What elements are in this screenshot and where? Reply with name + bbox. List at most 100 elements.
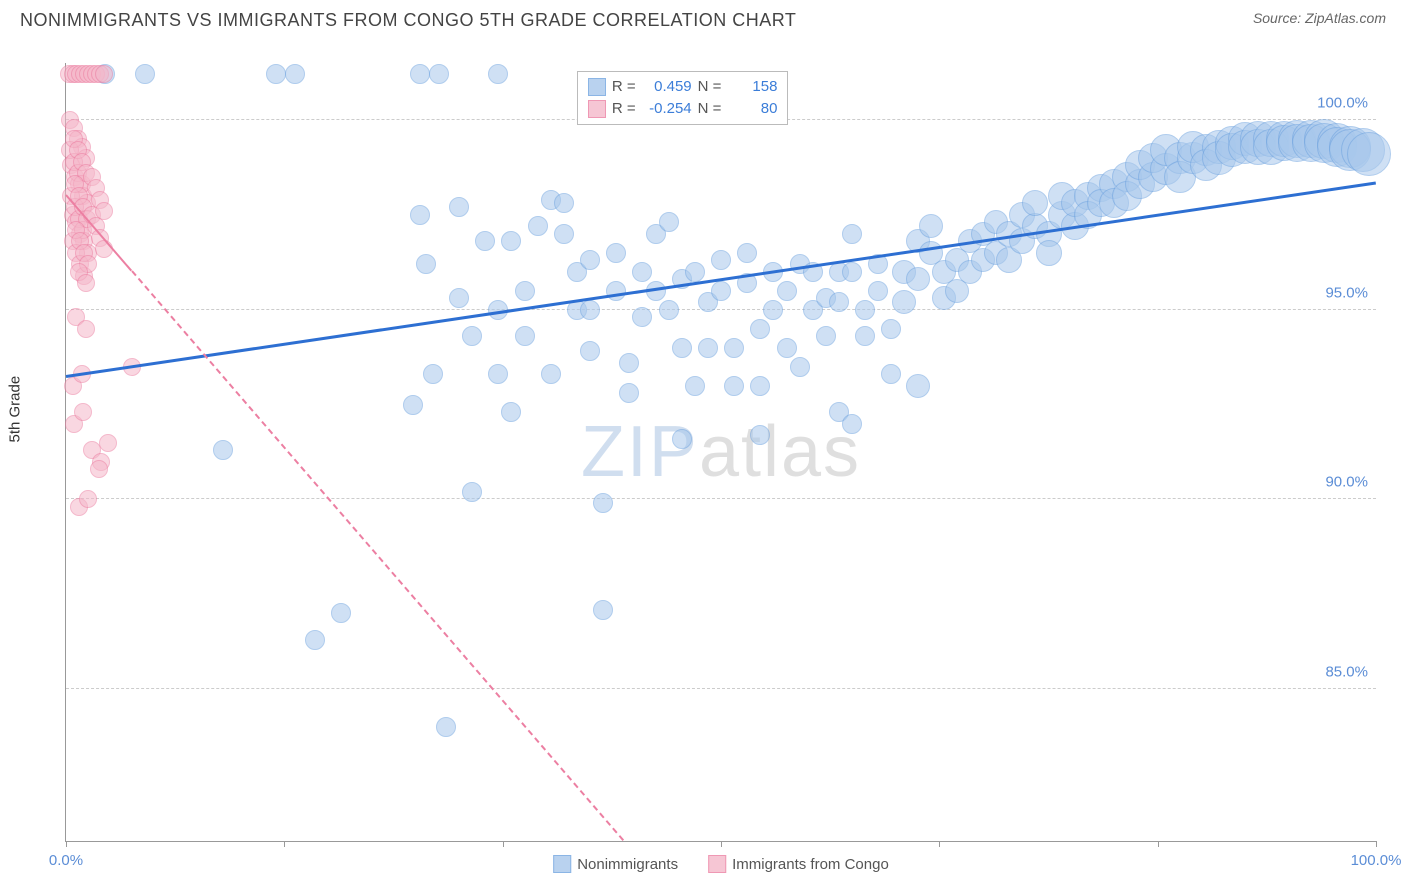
scatter-point xyxy=(488,64,508,84)
watermark: ZIPatlas xyxy=(581,411,861,493)
scatter-point xyxy=(881,319,901,339)
x-tick-mark xyxy=(1158,841,1159,847)
source-value: ZipAtlas.com xyxy=(1305,10,1386,26)
legend-swatch xyxy=(708,855,726,873)
scatter-point xyxy=(77,274,95,292)
scatter-point xyxy=(554,224,574,244)
scatter-point xyxy=(737,243,757,263)
x-tick-mark xyxy=(721,841,722,847)
scatter-point xyxy=(790,357,810,377)
scatter-point xyxy=(266,64,286,84)
scatter-point xyxy=(77,320,95,338)
scatter-point xyxy=(777,338,797,358)
scatter-point xyxy=(462,482,482,502)
scatter-point xyxy=(593,493,613,513)
legend-swatch xyxy=(588,100,606,118)
plot-area: ZIPatlas 85.0%90.0%95.0%100.0%0.0%100.0%… xyxy=(65,63,1376,842)
watermark-atlas: atlas xyxy=(699,412,861,492)
y-tick-label: 85.0% xyxy=(1325,664,1368,681)
scatter-point xyxy=(842,262,862,282)
source-label: Source: xyxy=(1253,10,1305,26)
scatter-point xyxy=(416,254,436,274)
scatter-point xyxy=(724,338,744,358)
scatter-point xyxy=(868,281,888,301)
y-axis-label: 5th Grade xyxy=(7,375,24,442)
scatter-point xyxy=(580,341,600,361)
x-tick-label: 0.0% xyxy=(49,852,83,869)
scatter-point xyxy=(659,300,679,320)
scatter-point xyxy=(632,262,652,282)
legend-swatch xyxy=(553,855,571,873)
legend-label: Nonimmigrants xyxy=(577,856,678,873)
scatter-point xyxy=(515,281,535,301)
scatter-point xyxy=(685,262,705,282)
stat-value: -0.254 xyxy=(642,100,692,117)
stat-value: 80 xyxy=(727,100,777,117)
scatter-point xyxy=(528,216,548,236)
scatter-point xyxy=(619,353,639,373)
scatter-point xyxy=(711,250,731,270)
scatter-point xyxy=(750,319,770,339)
stats-row: R =-0.254N =80 xyxy=(588,98,778,120)
x-tick-mark xyxy=(1376,841,1377,847)
chart-container: 5th Grade ZIPatlas 85.0%90.0%95.0%100.0%… xyxy=(20,45,1386,882)
scatter-point xyxy=(475,231,495,251)
grid-line xyxy=(66,498,1376,499)
scatter-point xyxy=(1347,132,1391,176)
scatter-point xyxy=(892,290,916,314)
scatter-point xyxy=(724,376,744,396)
scatter-point xyxy=(698,338,718,358)
stat-label: N = xyxy=(698,78,722,95)
trend-line xyxy=(131,270,624,841)
stats-box: R =0.459N =158R =-0.254N =80 xyxy=(577,71,789,125)
x-tick-mark xyxy=(503,841,504,847)
legend-label: Immigrants from Congo xyxy=(732,856,889,873)
scatter-point xyxy=(906,267,930,291)
scatter-point xyxy=(429,64,449,84)
x-tick-mark xyxy=(284,841,285,847)
scatter-point xyxy=(449,288,469,308)
scatter-point xyxy=(672,429,692,449)
scatter-point xyxy=(403,395,423,415)
scatter-point xyxy=(74,403,92,421)
scatter-point xyxy=(632,307,652,327)
stat-value: 158 xyxy=(727,78,777,95)
x-tick-label: 100.0% xyxy=(1351,852,1402,869)
stat-label: R = xyxy=(612,78,636,95)
scatter-point xyxy=(554,193,574,213)
scatter-point xyxy=(750,376,770,396)
x-tick-mark xyxy=(66,841,67,847)
scatter-point xyxy=(881,364,901,384)
scatter-point xyxy=(410,64,430,84)
scatter-point xyxy=(763,300,783,320)
scatter-point xyxy=(462,326,482,346)
scatter-point xyxy=(580,300,600,320)
scatter-point xyxy=(919,214,943,238)
x-tick-mark xyxy=(939,841,940,847)
y-tick-label: 90.0% xyxy=(1325,474,1368,491)
grid-line xyxy=(66,688,1376,689)
scatter-point xyxy=(842,224,862,244)
scatter-point xyxy=(488,364,508,384)
scatter-point xyxy=(436,717,456,737)
scatter-point xyxy=(580,250,600,270)
scatter-point xyxy=(410,205,430,225)
y-tick-label: 95.0% xyxy=(1325,284,1368,301)
scatter-point xyxy=(777,281,797,301)
scatter-point xyxy=(285,64,305,84)
scatter-point xyxy=(711,281,731,301)
scatter-point xyxy=(855,326,875,346)
scatter-point xyxy=(501,402,521,422)
scatter-point xyxy=(750,425,770,445)
scatter-point xyxy=(816,326,836,346)
stat-value: 0.459 xyxy=(642,78,692,95)
scatter-point xyxy=(95,202,113,220)
scatter-point xyxy=(659,212,679,232)
scatter-point xyxy=(541,364,561,384)
legend-swatch xyxy=(588,78,606,96)
scatter-point xyxy=(449,197,469,217)
stat-label: R = xyxy=(612,100,636,117)
stats-row: R = 0.459 N = 158 xyxy=(588,76,778,98)
scatter-point xyxy=(593,600,613,620)
scatter-point xyxy=(95,65,113,83)
